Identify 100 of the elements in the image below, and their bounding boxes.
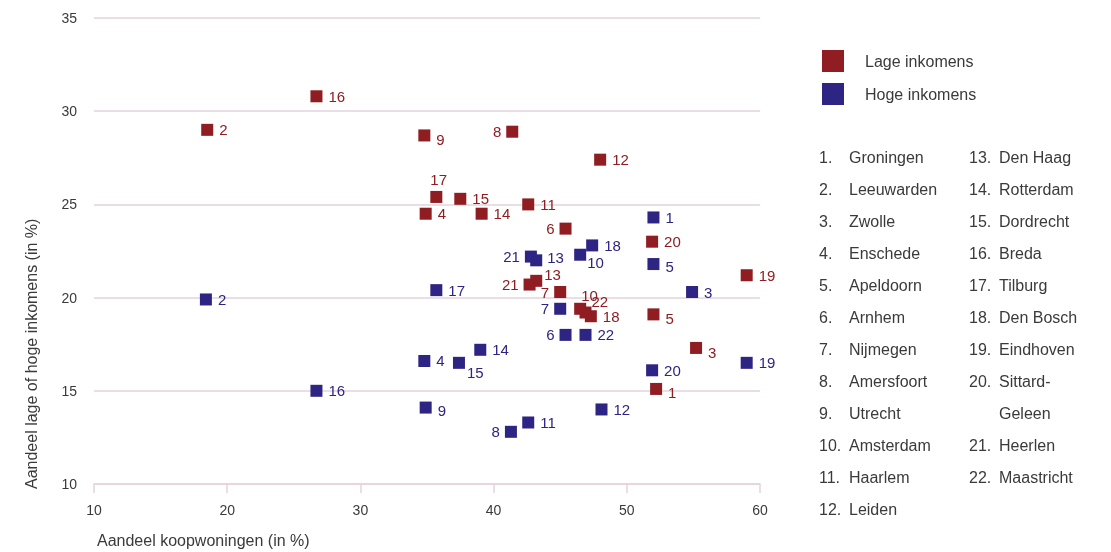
annotation: 19 [758,354,776,372]
point [504,425,517,438]
text: 3. Zwolle [819,212,897,232]
annotation: 13 [547,248,564,266]
annotation: 12 [612,151,629,169]
annotation: 2 [219,121,228,139]
annotation: 18 [604,236,621,254]
annotation: 14 [492,341,509,359]
legend-label: Hoge inkomens [865,85,977,103]
annotation: 17 [448,281,466,299]
point [522,198,535,211]
annotation: 16 [328,382,346,400]
annotation: 15 [466,364,484,382]
point [199,293,212,306]
text: 20. Sittard-Geleen [969,372,1052,424]
point [475,207,488,220]
annotation: 22 [597,326,615,344]
text: 1. Groningen [819,148,925,168]
point [474,343,487,356]
annotation: 9 [436,130,445,148]
annotation: 11 [540,413,556,431]
text: 14. Rotterdam [969,180,1075,200]
point [579,328,592,341]
text: 2. Leeuwarden [819,180,939,200]
text: 6. Arnhem [819,308,907,328]
annotation: 13 [544,266,561,284]
text: 12. Leiden [819,500,899,520]
x-tick-label: 50 [619,502,635,518]
x-tick-label: 40 [485,502,502,518]
text: 7. Nijmegen [819,340,918,360]
point [454,192,467,205]
x-axis-title: Aandeel koopwoningen (in %) [97,531,310,549]
text: 9. Utrecht [819,404,902,424]
annotation: 8 [492,123,502,141]
point [595,403,608,416]
text: 17. Tilburg [969,276,1049,296]
annotation: 5 [665,309,674,327]
annotation: 12 [613,400,631,418]
text: 19. Eindhoven [969,340,1076,360]
text: 11. Haarlem [819,468,911,488]
text: 13. Den Haag [969,148,1073,168]
point [201,123,214,136]
annotation: 11 [540,195,556,213]
legend-label: Lage inkomens [865,52,974,70]
annotation: 3 [708,344,717,362]
text: 10. Amsterdam [819,436,932,456]
x-tick-label: 60 [752,502,768,518]
point [524,250,537,263]
y-tick-label: 35 [61,10,78,26]
text: 15. Dordrecht [969,212,1071,232]
point [574,248,587,261]
y-tick-label: 15 [61,382,78,399]
annotation: 21 [501,276,519,294]
point [686,286,699,299]
point [594,153,607,166]
point [419,401,432,414]
point [559,328,572,341]
point [418,129,431,142]
point [740,269,753,282]
point [647,258,660,271]
annotation: 17 [430,171,448,189]
y-tick-label: 30 [61,103,78,120]
annotation: 15 [472,190,489,208]
text: 16. Breda [969,244,1043,264]
text: 4. Enschede [819,244,922,264]
annotation: 6 [546,220,555,238]
point [430,190,443,203]
annotation: 4 [437,205,447,223]
annotation: 2 [217,290,227,308]
text: 8. Amersfoort [819,372,929,392]
y-axis-title: Aandeel lage of hoge inkomens (in %) [22,218,40,489]
annotation: 7 [540,300,550,318]
point [310,90,323,103]
point [559,222,572,235]
point [522,416,535,429]
text: 18. Den Bosch [969,308,1079,328]
point [554,286,567,299]
annotation: 5 [665,257,674,275]
annotation: 20 [664,361,681,379]
point [452,356,465,369]
text: 22. Maastricht [969,468,1074,488]
annotation: 14 [493,205,511,223]
annotation: 6 [546,326,555,344]
annotation: 1 [665,208,674,226]
annotation: 20 [664,233,681,251]
annotation: 1 [668,384,677,402]
point [419,207,432,220]
annotation: 21 [503,248,520,266]
point [650,382,663,395]
point [579,306,592,319]
point [506,125,519,138]
y-tick-label: 20 [61,289,78,306]
point [430,284,443,297]
y-tick-label: 10 [61,476,78,492]
annotation: 16 [328,87,346,105]
point [523,278,536,291]
y-tick-label: 25 [61,196,78,213]
point [646,235,659,248]
point [554,302,567,315]
point [647,211,660,224]
